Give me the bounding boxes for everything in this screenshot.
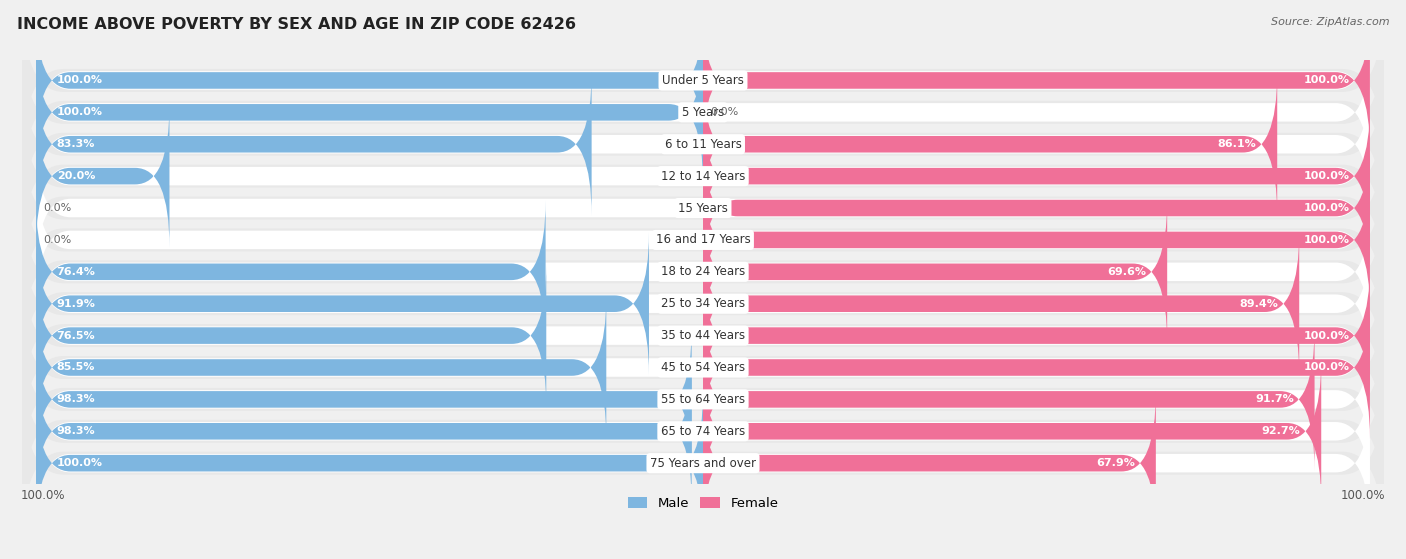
FancyBboxPatch shape xyxy=(37,233,1369,374)
FancyBboxPatch shape xyxy=(37,233,650,375)
FancyBboxPatch shape xyxy=(37,169,1369,310)
Text: 100.0%: 100.0% xyxy=(56,458,103,468)
FancyBboxPatch shape xyxy=(37,200,546,343)
Text: 12 to 14 Years: 12 to 14 Years xyxy=(661,169,745,183)
FancyBboxPatch shape xyxy=(37,296,606,439)
FancyBboxPatch shape xyxy=(703,105,1369,248)
FancyBboxPatch shape xyxy=(703,233,1299,375)
Text: 55 to 64 Years: 55 to 64 Years xyxy=(661,393,745,406)
FancyBboxPatch shape xyxy=(37,74,1369,215)
Text: 76.5%: 76.5% xyxy=(56,330,96,340)
Text: 20.0%: 20.0% xyxy=(56,171,96,181)
Text: 5 Years: 5 Years xyxy=(682,106,724,119)
Text: 91.9%: 91.9% xyxy=(56,299,96,309)
Text: 100.0%: 100.0% xyxy=(1303,171,1350,181)
Text: 35 to 44 Years: 35 to 44 Years xyxy=(661,329,745,342)
Text: 76.4%: 76.4% xyxy=(56,267,96,277)
FancyBboxPatch shape xyxy=(22,124,1384,292)
FancyBboxPatch shape xyxy=(37,201,1369,342)
FancyBboxPatch shape xyxy=(22,283,1384,452)
Text: 100.0%: 100.0% xyxy=(1303,203,1350,213)
FancyBboxPatch shape xyxy=(703,392,1156,534)
FancyBboxPatch shape xyxy=(37,10,1369,151)
FancyBboxPatch shape xyxy=(703,360,1322,503)
Text: 91.7%: 91.7% xyxy=(1256,395,1294,404)
FancyBboxPatch shape xyxy=(703,168,1369,311)
Legend: Male, Female: Male, Female xyxy=(623,492,783,515)
Text: 100.0%: 100.0% xyxy=(1303,75,1350,86)
Text: 0.0%: 0.0% xyxy=(44,203,72,213)
Text: 100.0%: 100.0% xyxy=(1303,362,1350,372)
FancyBboxPatch shape xyxy=(22,28,1384,197)
Text: INCOME ABOVE POVERTY BY SEX AND AGE IN ZIP CODE 62426: INCOME ABOVE POVERTY BY SEX AND AGE IN Z… xyxy=(17,17,576,32)
FancyBboxPatch shape xyxy=(37,328,692,471)
Text: 98.3%: 98.3% xyxy=(56,395,96,404)
FancyBboxPatch shape xyxy=(37,105,170,248)
Text: 98.3%: 98.3% xyxy=(56,427,96,436)
Text: 45 to 54 Years: 45 to 54 Years xyxy=(661,361,745,374)
FancyBboxPatch shape xyxy=(703,136,1369,280)
FancyBboxPatch shape xyxy=(703,73,1277,216)
FancyBboxPatch shape xyxy=(22,220,1384,388)
Text: 67.9%: 67.9% xyxy=(1097,458,1135,468)
Text: 16 and 17 Years: 16 and 17 Years xyxy=(655,234,751,247)
FancyBboxPatch shape xyxy=(37,329,1369,470)
FancyBboxPatch shape xyxy=(22,379,1384,547)
Text: 100.0%: 100.0% xyxy=(1303,330,1350,340)
FancyBboxPatch shape xyxy=(22,60,1384,229)
FancyBboxPatch shape xyxy=(703,264,1369,407)
FancyBboxPatch shape xyxy=(22,156,1384,324)
Text: 69.6%: 69.6% xyxy=(1108,267,1146,277)
Text: Under 5 Years: Under 5 Years xyxy=(662,74,744,87)
FancyBboxPatch shape xyxy=(37,42,1369,183)
FancyBboxPatch shape xyxy=(37,392,703,534)
Text: Source: ZipAtlas.com: Source: ZipAtlas.com xyxy=(1271,17,1389,27)
FancyBboxPatch shape xyxy=(22,347,1384,515)
FancyBboxPatch shape xyxy=(37,297,1369,438)
FancyBboxPatch shape xyxy=(37,265,1369,406)
FancyBboxPatch shape xyxy=(37,360,692,503)
FancyBboxPatch shape xyxy=(703,200,1167,343)
FancyBboxPatch shape xyxy=(37,264,547,407)
FancyBboxPatch shape xyxy=(22,315,1384,484)
FancyBboxPatch shape xyxy=(22,252,1384,420)
Text: 6 to 11 Years: 6 to 11 Years xyxy=(665,138,741,151)
Text: 25 to 34 Years: 25 to 34 Years xyxy=(661,297,745,310)
Text: 75 Years and over: 75 Years and over xyxy=(650,457,756,470)
FancyBboxPatch shape xyxy=(703,296,1369,439)
FancyBboxPatch shape xyxy=(37,41,703,184)
Text: 100.0%: 100.0% xyxy=(1303,235,1350,245)
FancyBboxPatch shape xyxy=(22,92,1384,260)
Text: 15 Years: 15 Years xyxy=(678,202,728,215)
Text: 92.7%: 92.7% xyxy=(1261,427,1301,436)
Text: 0.0%: 0.0% xyxy=(44,235,72,245)
FancyBboxPatch shape xyxy=(37,106,1369,247)
Text: 18 to 24 Years: 18 to 24 Years xyxy=(661,266,745,278)
Text: 89.4%: 89.4% xyxy=(1240,299,1278,309)
FancyBboxPatch shape xyxy=(22,188,1384,356)
Text: 86.1%: 86.1% xyxy=(1218,139,1257,149)
Text: 85.5%: 85.5% xyxy=(56,362,96,372)
Text: 100.0%: 100.0% xyxy=(56,107,103,117)
FancyBboxPatch shape xyxy=(37,73,592,216)
FancyBboxPatch shape xyxy=(703,328,1315,471)
FancyBboxPatch shape xyxy=(37,361,1369,502)
FancyBboxPatch shape xyxy=(37,138,1369,278)
Text: 0.0%: 0.0% xyxy=(710,107,738,117)
FancyBboxPatch shape xyxy=(703,9,1369,152)
Text: 65 to 74 Years: 65 to 74 Years xyxy=(661,425,745,438)
FancyBboxPatch shape xyxy=(22,0,1384,165)
Text: 100.0%: 100.0% xyxy=(56,75,103,86)
FancyBboxPatch shape xyxy=(37,392,1369,534)
Text: 83.3%: 83.3% xyxy=(56,139,96,149)
FancyBboxPatch shape xyxy=(37,9,703,152)
